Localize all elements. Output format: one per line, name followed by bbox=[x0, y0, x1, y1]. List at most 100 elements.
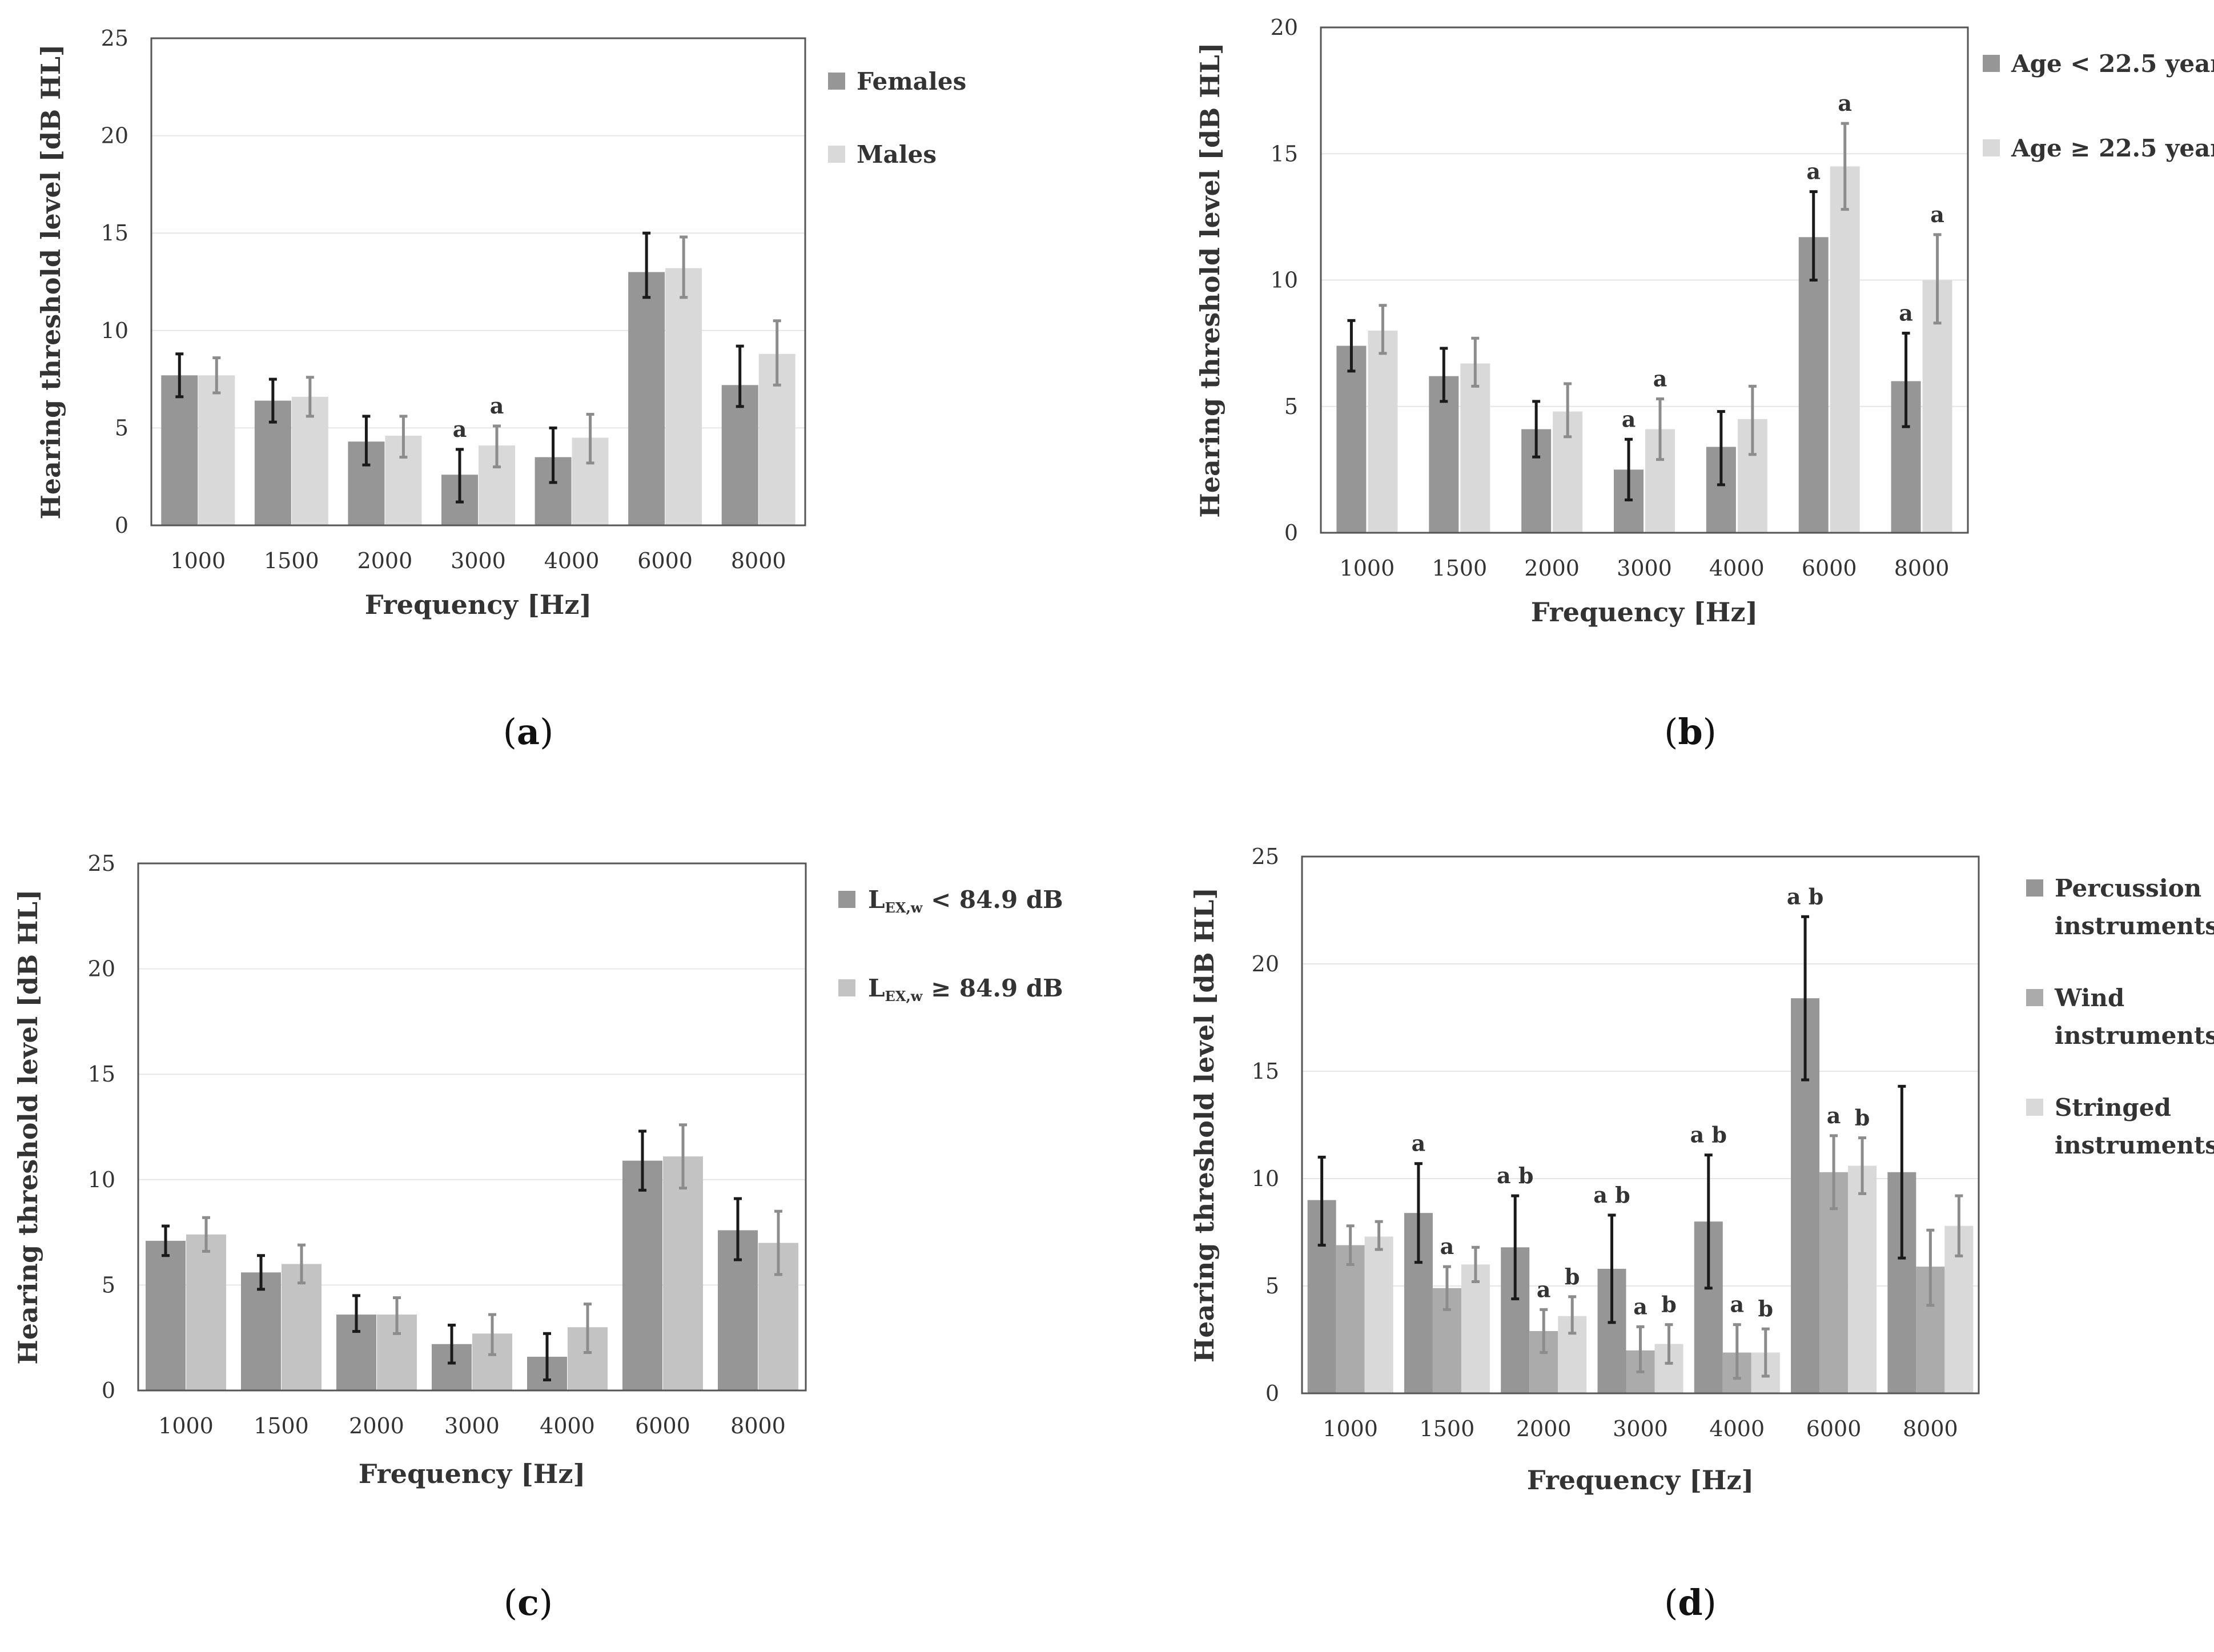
legend-label: Percussion bbox=[2055, 874, 2201, 902]
legend-label: LEX,w < 84.9 dB bbox=[868, 886, 1063, 916]
x-tick-label: 6000 bbox=[1802, 556, 1857, 581]
legend-swatch bbox=[1983, 139, 2000, 156]
y-tick-label: 25 bbox=[88, 851, 115, 876]
panel-caption: (b) bbox=[1664, 711, 1717, 753]
panel-caption: (d) bbox=[1664, 1582, 1717, 1623]
bar bbox=[628, 272, 665, 525]
bar bbox=[1848, 1165, 1877, 1393]
bar bbox=[1368, 331, 1398, 533]
significance-label: b bbox=[1565, 1264, 1580, 1289]
bar bbox=[1460, 363, 1490, 533]
x-tick-label: 8000 bbox=[730, 1413, 786, 1438]
bar bbox=[1336, 1245, 1365, 1393]
legend-label: Age ≥ 22.5 years bbox=[2011, 134, 2214, 162]
x-tick-label: 6000 bbox=[635, 1413, 690, 1438]
x-tick-label: 6000 bbox=[637, 548, 693, 573]
x-tick-label: 1500 bbox=[1432, 556, 1487, 581]
x-tick-label: 3000 bbox=[444, 1413, 500, 1438]
significance-label: a b bbox=[1787, 883, 1823, 909]
bar bbox=[1336, 345, 1367, 533]
x-tick-label: 4000 bbox=[1709, 1416, 1765, 1441]
x-tick-label: 4000 bbox=[1709, 556, 1765, 581]
legend-swatch bbox=[838, 891, 855, 908]
plot-frame bbox=[1320, 26, 1969, 534]
bar bbox=[282, 1264, 322, 1390]
x-tick-label: 3000 bbox=[1613, 1416, 1668, 1441]
legend-label: Wind bbox=[2054, 984, 2124, 1012]
legend-label: Females bbox=[857, 67, 966, 95]
significance-label: b bbox=[1758, 1296, 1773, 1321]
legend-swatch bbox=[838, 979, 855, 996]
y-tick-label: 0 bbox=[115, 513, 128, 538]
x-tick-label: 8000 bbox=[1903, 1416, 1958, 1441]
plot-frame bbox=[1301, 855, 1980, 1394]
bar bbox=[665, 268, 702, 525]
significance-label: a b bbox=[1593, 1182, 1630, 1208]
y-tick-label: 0 bbox=[1284, 520, 1298, 545]
significance-label: b bbox=[1661, 1292, 1677, 1317]
y-tick-label: 15 bbox=[1271, 141, 1298, 166]
y-tick-label: 25 bbox=[101, 26, 128, 51]
y-axis-label: Hearing threshold level [dB HL] bbox=[1189, 887, 1220, 1362]
significance-label: a bbox=[1440, 1233, 1454, 1259]
x-tick-label: 1500 bbox=[1420, 1416, 1475, 1441]
y-tick-label: 15 bbox=[88, 1062, 115, 1087]
x-tick-label: 3000 bbox=[1617, 556, 1672, 581]
significance-label: a bbox=[453, 416, 467, 442]
legend-swatch bbox=[1983, 55, 2000, 72]
x-tick-label: 1500 bbox=[254, 1413, 309, 1438]
x-tick-label: 8000 bbox=[731, 548, 786, 573]
significance-label: a bbox=[1730, 1292, 1744, 1317]
x-tick-label: 4000 bbox=[544, 548, 600, 573]
legend-swatch bbox=[2026, 1099, 2043, 1116]
bar bbox=[291, 396, 328, 525]
x-tick-label: 2000 bbox=[357, 548, 413, 573]
bar bbox=[161, 375, 198, 525]
bar bbox=[1364, 1236, 1393, 1393]
significance-label: a bbox=[1622, 406, 1636, 432]
y-tick-label: 20 bbox=[1252, 951, 1279, 976]
y-tick-label: 5 bbox=[102, 1272, 115, 1297]
significance-label: a bbox=[1827, 1103, 1841, 1128]
legend-label: Males bbox=[857, 140, 937, 168]
x-tick-label: 1000 bbox=[170, 548, 226, 573]
x-tick-label: 3000 bbox=[451, 548, 506, 573]
bar bbox=[1798, 237, 1829, 533]
y-tick-label: 5 bbox=[1284, 394, 1298, 419]
plot-frame bbox=[150, 37, 806, 526]
y-tick-label: 0 bbox=[1265, 1381, 1279, 1406]
y-axis-label: Hearing threshold level [dB HL] bbox=[13, 889, 43, 1364]
x-axis-label: Frequency [Hz] bbox=[359, 1458, 586, 1489]
x-axis-label: Frequency [Hz] bbox=[1531, 597, 1758, 628]
panel-caption: (c) bbox=[504, 1582, 553, 1623]
x-axis-label: Frequency [Hz] bbox=[365, 589, 592, 620]
bar bbox=[622, 1160, 662, 1390]
legend-label: LEX,w ≥ 84.9 dB bbox=[868, 974, 1063, 1004]
bar bbox=[146, 1240, 186, 1390]
legend-swatch bbox=[2026, 879, 2043, 897]
legend-label: Age < 22.5 years bbox=[2011, 50, 2214, 78]
legend-swatch bbox=[2026, 989, 2043, 1006]
y-tick-label: 5 bbox=[115, 415, 128, 440]
y-tick-label: 20 bbox=[101, 123, 128, 148]
bar bbox=[186, 1234, 226, 1390]
significance-label: a bbox=[1633, 1293, 1648, 1319]
x-tick-label: 2000 bbox=[349, 1413, 404, 1438]
significance-label: a bbox=[1537, 1276, 1551, 1302]
y-tick-label: 10 bbox=[1252, 1166, 1279, 1191]
chart-panel-a: 0 5 10 15 20 25 1000 1500 2000 aa 3000 4000 6000 8000… bbox=[35, 26, 966, 753]
bar bbox=[1830, 166, 1860, 533]
x-axis-label: Frequency [Hz] bbox=[1527, 1465, 1754, 1496]
significance-label: b bbox=[1855, 1105, 1870, 1131]
y-tick-label: 0 bbox=[102, 1378, 115, 1403]
legend-label: instruments bbox=[2055, 912, 2214, 940]
legend-label: Stringed bbox=[2055, 1094, 2171, 1122]
legend-swatch bbox=[828, 73, 845, 90]
significance-label: a bbox=[1899, 300, 1913, 325]
significance-label: a bbox=[1412, 1131, 1426, 1156]
chart-panel-c: 0 5 10 15 20 25 1000 1500 2000 3000 4000 6000 8000 Fr… bbox=[13, 851, 1063, 1623]
y-axis-label: Hearing threshold level [dB HL] bbox=[1195, 42, 1225, 517]
